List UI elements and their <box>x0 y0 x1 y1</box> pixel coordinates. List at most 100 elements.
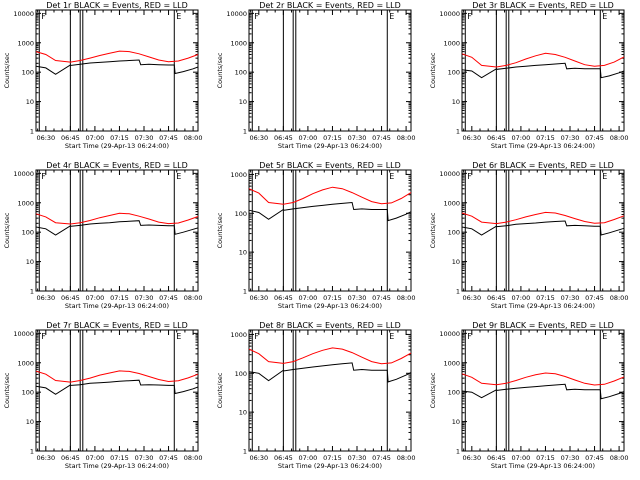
plot-frame <box>35 169 199 292</box>
x-tick-label: 07:15 <box>323 134 342 142</box>
y-tick-label: 100 <box>235 69 247 77</box>
x-tick-label: 07:15 <box>536 134 555 142</box>
x-tick-label: 07:30 <box>348 294 367 302</box>
series-lld-line <box>248 347 412 365</box>
y-tick-label: 1 <box>456 288 460 296</box>
y-tick-label: 100 <box>22 69 34 77</box>
y-tick-label: 1000 <box>230 331 247 339</box>
x-tick-label: 07:00 <box>512 294 531 302</box>
y-axis-label: Counts/sec <box>216 212 224 248</box>
x-tick-label: 07:15 <box>110 134 129 142</box>
y-tick-label: 10 <box>452 258 460 266</box>
x-tick-label: 08:00 <box>610 134 629 142</box>
x-tick-label: 06:30 <box>36 454 55 462</box>
x-tick-label: 07:00 <box>86 134 105 142</box>
x-tick-label: 07:45 <box>585 294 604 302</box>
x-tick-label: 07:30 <box>561 134 580 142</box>
x-tick-label: 08:00 <box>397 454 416 462</box>
y-tick-label: 1000 <box>443 359 460 367</box>
plot-frame <box>248 329 412 452</box>
y-tick-label: 100 <box>235 370 247 378</box>
x-tick-label: 06:30 <box>249 454 268 462</box>
x-tick-label: 08:00 <box>184 134 203 142</box>
x-tick-label: 08:00 <box>184 294 203 302</box>
detector-panel-1: Det 1r BLACK = Events, RED = LLD 1 10 100 10… <box>3 1 202 150</box>
series-lld-line <box>35 212 199 225</box>
series-events-line <box>461 220 625 236</box>
detector-panel-7: Det 7r BLACK = Events, RED = LLD 1 10 100 10… <box>3 321 202 470</box>
marker-label: E <box>389 332 394 341</box>
y-tick-label: 100 <box>448 69 460 77</box>
y-tick-label: 10 <box>239 409 247 417</box>
marker-label: F <box>467 12 472 21</box>
detector-panel-4: Det 4r BLACK = Events, RED = LLD 1 10 100 10… <box>3 161 202 310</box>
y-axis-label: Counts/sec <box>3 212 11 248</box>
x-tick-label: 07:00 <box>86 454 105 462</box>
y-tick-label: 100 <box>235 210 247 218</box>
y-tick-label: 10000 <box>13 10 34 18</box>
panel-title: Det 4r BLACK = Events, RED = LLD <box>46 161 188 170</box>
panel-title: Det 9r BLACK = Events, RED = LLD <box>472 321 614 330</box>
x-tick-label: 07:30 <box>348 454 367 462</box>
panel-title: Det 8r BLACK = Events, RED = LLD <box>259 321 401 330</box>
y-tick-label: 1 <box>30 448 34 456</box>
x-tick-label: 06:30 <box>249 294 268 302</box>
series-events-line <box>461 383 625 400</box>
x-tick-label: 07:45 <box>159 134 178 142</box>
y-axis-label: Counts/sec <box>3 372 11 408</box>
x-tick-label: 06:30 <box>462 454 481 462</box>
x-axis-label: Start Time (29-Apr-13 06:24:00) <box>491 462 595 470</box>
y-tick-label: 1000 <box>17 359 34 367</box>
x-tick-label: 06:45 <box>487 134 506 142</box>
x-tick-label: 07:45 <box>372 134 391 142</box>
panel-title: Det 6r BLACK = Events, RED = LLD <box>472 161 614 170</box>
x-tick-label: 07:45 <box>372 294 391 302</box>
x-axis-label: Start Time (29-Apr-13 06:24:00) <box>491 142 595 150</box>
y-tick-label: 1 <box>30 128 34 136</box>
y-tick-label: 1 <box>243 288 247 296</box>
x-tick-label: 07:45 <box>585 454 604 462</box>
y-tick-label: 1000 <box>17 39 34 47</box>
x-tick-label: 07:00 <box>299 134 318 142</box>
series-events-line <box>35 379 199 395</box>
x-tick-label: 07:30 <box>561 454 580 462</box>
series-lld-line <box>35 50 199 63</box>
series-lld-line <box>461 52 625 68</box>
x-tick-label: 08:00 <box>397 134 416 142</box>
y-tick-label: 1000 <box>443 199 460 207</box>
series-events-line <box>248 201 412 222</box>
y-tick-label: 1000 <box>17 199 34 207</box>
detector-panel-5: Det 5r BLACK = Events, RED = LLD 1 10 100 10… <box>216 161 415 310</box>
marker-label: F <box>467 332 472 341</box>
x-tick-label: 06:45 <box>487 454 506 462</box>
x-tick-label: 06:45 <box>487 294 506 302</box>
x-tick-label: 06:30 <box>462 294 481 302</box>
x-tick-label: 07:00 <box>512 134 531 142</box>
series-events-line <box>35 220 199 236</box>
x-tick-label: 07:00 <box>86 294 105 302</box>
y-axis-label: Counts/sec <box>429 212 437 248</box>
x-tick-label: 06:45 <box>61 134 80 142</box>
y-tick-label: 1 <box>243 128 247 136</box>
marker-label: E <box>176 172 181 181</box>
detector-panel-3: Det 3r BLACK = Events, RED = LLD 1 10 100 10… <box>429 1 628 150</box>
marker-label: E <box>602 12 607 21</box>
x-tick-label: 07:30 <box>135 454 154 462</box>
series-lld-line <box>248 186 412 205</box>
y-tick-label: 10000 <box>13 330 34 338</box>
panel-title: Det 7r BLACK = Events, RED = LLD <box>46 321 188 330</box>
plot-frame <box>461 329 625 452</box>
x-tick-label: 08:00 <box>397 294 416 302</box>
series-events-line <box>35 59 199 75</box>
y-tick-label: 10 <box>26 258 34 266</box>
y-tick-label: 10000 <box>13 170 34 178</box>
marker-label: E <box>176 332 181 341</box>
y-tick-label: 10 <box>239 98 247 106</box>
y-tick-label: 1000 <box>230 171 247 179</box>
series-events-line <box>461 62 625 79</box>
plot-frame <box>461 9 625 132</box>
x-axis-label: Start Time (29-Apr-13 06:24:00) <box>278 302 382 310</box>
x-tick-label: 07:15 <box>110 454 129 462</box>
x-tick-label: 08:00 <box>184 454 203 462</box>
